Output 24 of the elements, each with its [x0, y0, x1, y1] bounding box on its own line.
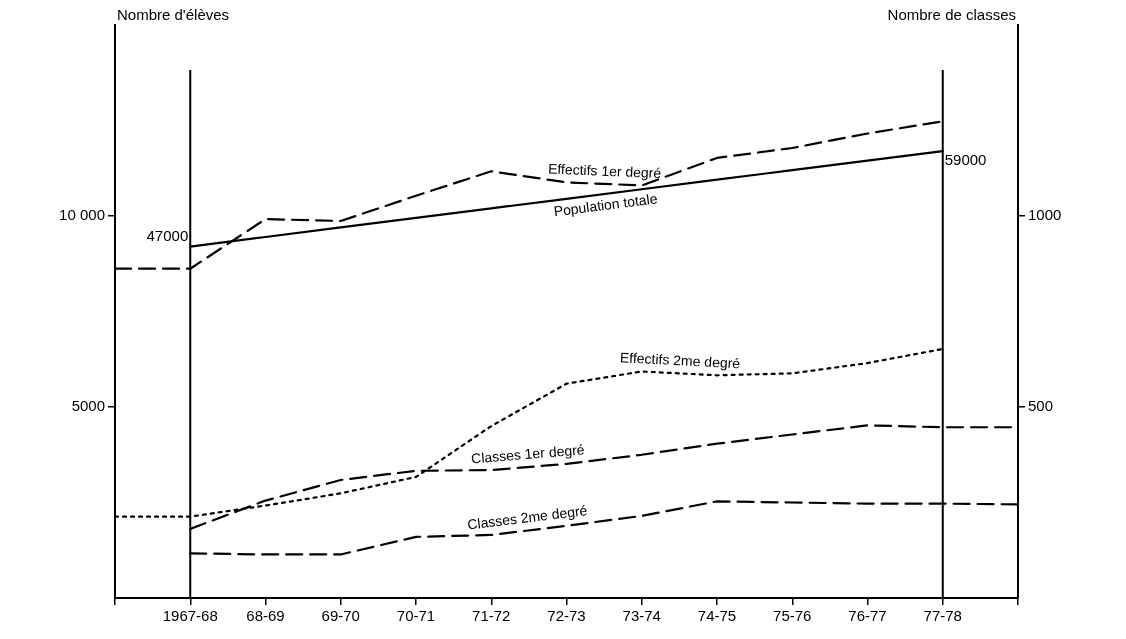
y2-tick-label: 1000: [1028, 206, 1062, 224]
x-tick-label: 69-70: [321, 607, 360, 625]
y-tick-label: 5000: [71, 397, 105, 415]
x-tick-label: 71-72: [472, 607, 511, 625]
text: Classes 2me degré: [466, 502, 589, 533]
y2-axis-title: Nombre de classes: [887, 5, 1016, 23]
y-tick-label: 10 000: [59, 206, 105, 224]
x-tick-label: 76-77: [848, 607, 887, 625]
series-label: Effectifs 1er degré: [547, 160, 662, 182]
x-tick-label: 73-74: [622, 607, 661, 625]
annotation: 47000: [146, 227, 189, 245]
series-label: Effectifs 2me degré: [619, 349, 741, 372]
x-tick-label: 68-69: [246, 607, 285, 625]
x-tick-label: 70-71: [396, 607, 436, 625]
x-tick-label: 74-75: [697, 607, 737, 625]
series-label: Classes 1er degré: [470, 441, 586, 467]
y2-tick-label: 500: [1028, 397, 1054, 415]
y-axis-title: Nombre d'élèves: [117, 5, 230, 23]
x-tick-label: 75-76: [773, 607, 812, 625]
x-tick-label: 77-78: [923, 607, 962, 625]
x-tick-label: 72-73: [547, 607, 586, 625]
annotation: 59000: [944, 150, 987, 168]
text: Population totale: [552, 190, 659, 220]
x-tick-label: 1967-68: [162, 607, 218, 625]
